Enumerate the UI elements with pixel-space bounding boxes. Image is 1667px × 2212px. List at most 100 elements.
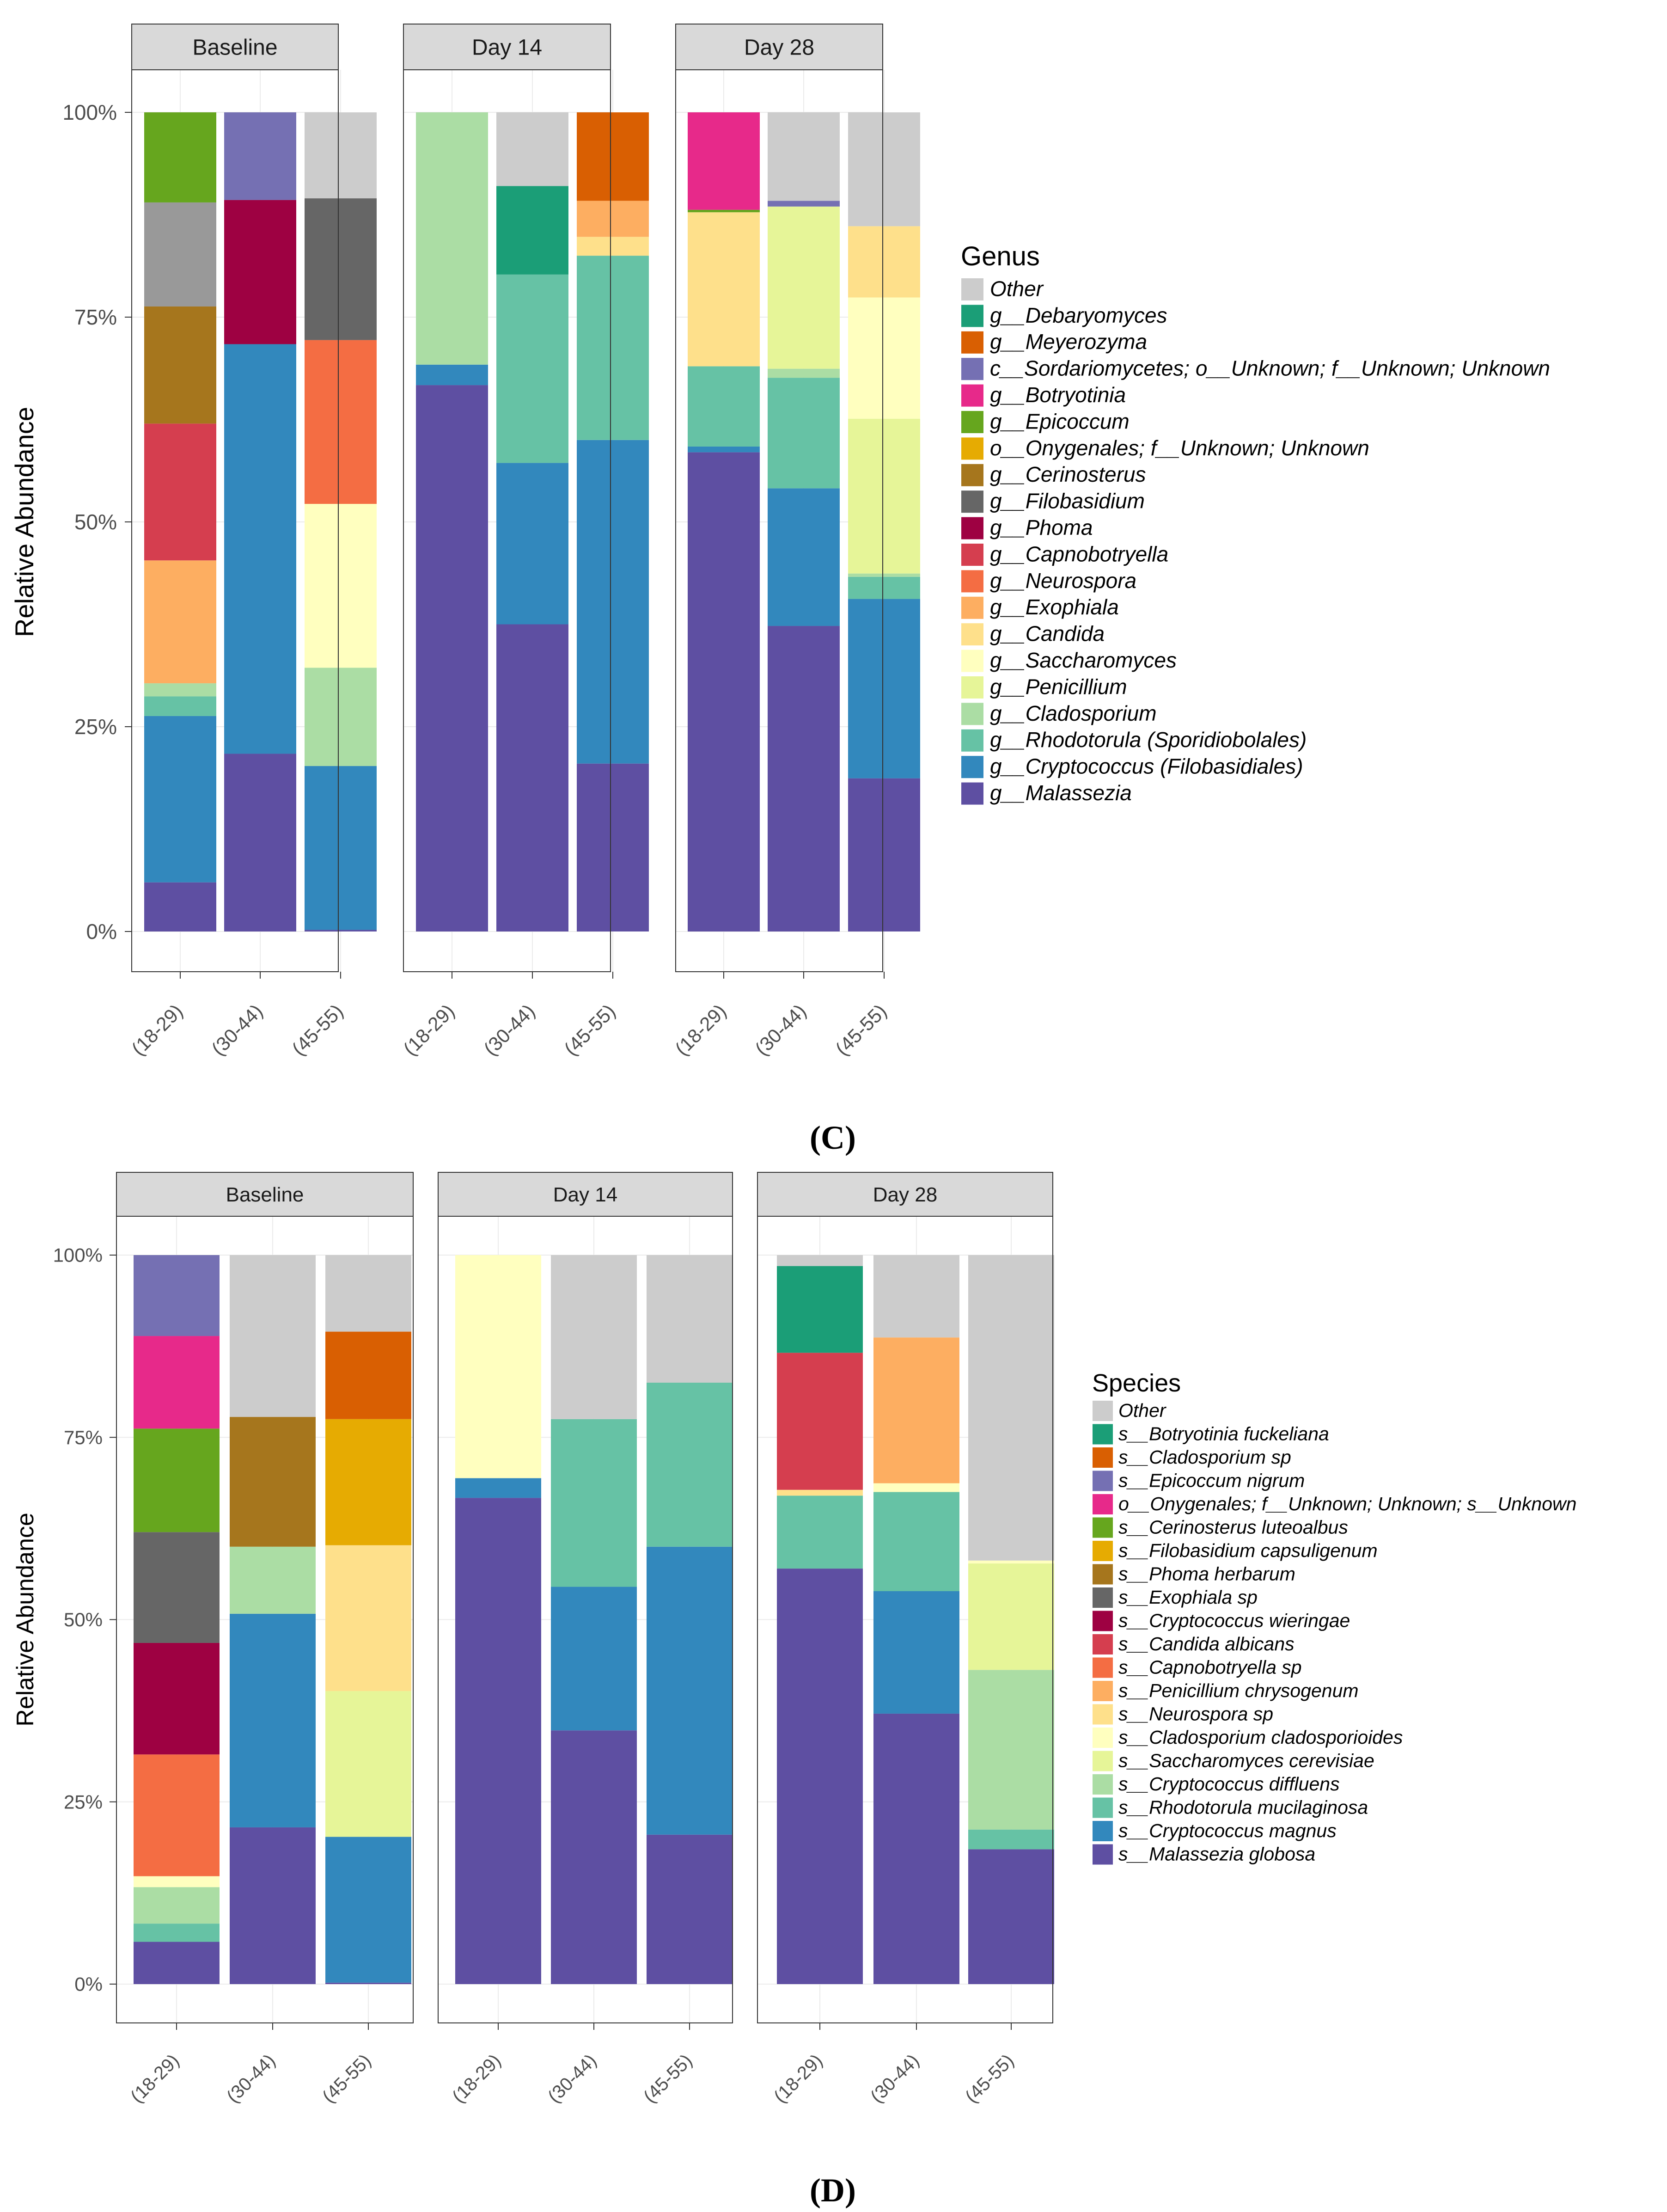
y-tick-label: 100% [53, 1244, 103, 1266]
y-tick-label: 50% [64, 1609, 103, 1630]
bar-segment-day-28-0-g-epicoccum [688, 209, 760, 213]
bar-segment-day-28-2-s-saccharomyces-cerevisiae [968, 1563, 1054, 1670]
bar-segment-day-14-1-g-debaryomyces [496, 186, 568, 275]
legend-label-s-cryptococcus-wieringae: s__Cryptococcus wieringae [1118, 1610, 1350, 1631]
legend-label-s-malassezia-globosa: s__Malassezia globosa [1118, 1844, 1315, 1865]
bar-segment-day-14-2-g-cryptococcus-filobasidiales [577, 440, 649, 764]
bar-segment-day-28-0-s-candida-albicans [777, 1353, 863, 1490]
bar-segment-day-14-2-g-candida [577, 237, 649, 256]
facet-label-baseline: Baseline [192, 35, 277, 60]
y-tick-label: 75% [64, 1427, 103, 1448]
bar-segment-baseline-0-s-cladosporium-cladosporioides [134, 1876, 220, 1887]
panel-border [131, 69, 339, 972]
bar-segment-baseline-1-c-sordariomycetes [224, 112, 296, 200]
legend-swatch-g-candida [961, 623, 983, 646]
legend-swatch-o-onygenales-f-unknown-unknown [961, 437, 983, 460]
x-tick-label: (18-29) [770, 2050, 826, 2107]
bar-segment-day-28-1-other [873, 1255, 959, 1338]
x-tick-label: (45-55) [287, 1000, 347, 1060]
legend-label-g-filobasidium: g__Filobasidium [990, 489, 1145, 513]
bar-segment-day-28-1-s-cryptococcus-magnus [873, 1591, 959, 1714]
bar-segment-baseline-2-s-filobasidium-capsuligenum [325, 1419, 411, 1545]
bar-segment-baseline-0-g-onygenales [144, 202, 216, 306]
bar-segment-day-28-1-g-malassezia [768, 626, 840, 931]
bar-segment-baseline-0-s-rhodotorula-mucilaginosa [134, 1924, 220, 1942]
bar-segment-baseline-1-g-malassezia [224, 754, 296, 931]
legend-label-g-capnobotryella: g__Capnobotryella [990, 542, 1168, 566]
facet-label-day-14: Day 14 [472, 35, 542, 60]
bar-segment-day-14-1-s-rhodotorula-mucilaginosa [551, 1419, 637, 1587]
panel-border [675, 69, 883, 972]
bar-segment-day-28-2-s-cladosporium-cladosporioides [968, 1560, 1054, 1564]
legend-label-s-candida-albicans: s__Candida albicans [1118, 1633, 1295, 1654]
legend-label-other: Other [990, 276, 1044, 300]
x-tick-label: (45-55) [560, 1000, 619, 1060]
panel-border [757, 1216, 1053, 2023]
bar-segment-day-28-0-g-cryptococcus-filobasidiales [688, 446, 760, 453]
y-tick-label: 0% [86, 919, 117, 944]
legend-label-o-onygenales-f-unknown-unknown: o__Onygenales; f__Unknown; Unknown [990, 436, 1369, 460]
bar-segment-baseline-2-other [305, 112, 377, 199]
legend-label-g-candida: g__Candida [990, 622, 1105, 646]
legend-label-g-exophiala: g__Exophiala [990, 595, 1119, 619]
x-tick-label: (30-44) [223, 2050, 279, 2107]
bar-segment-baseline-0-s-malassezia-globosa [134, 1942, 220, 1984]
bar-segment-day-14-2-g-rhodotorula-sporidiobolales [577, 256, 649, 440]
legend-swatch-s-cryptococcus-wieringae [1093, 1611, 1113, 1631]
x-tick-label: (30-44) [207, 1000, 267, 1060]
bar-segment-baseline-1-g-phoma [224, 200, 296, 344]
bar-segment-baseline-2-g-neurospora [305, 340, 377, 504]
legend-swatch-s-filobasidium-capsuligenum [1093, 1541, 1113, 1561]
bar-segment-day-28-2-s-rhodotorula-mucilaginosa [968, 1829, 1054, 1850]
legend-swatch-s-botryotinia-fuckeliana [1093, 1424, 1113, 1445]
bar-segment-day-28-1-s-rhodotorula-mucilaginosa [873, 1492, 959, 1591]
legend-label-s-exophiala-sp: s__Exophiala sp [1118, 1587, 1258, 1608]
x-tick-label: (18-29) [448, 2050, 505, 2107]
bar-segment-day-28-1-s-penicillium-chrysogenum [873, 1337, 959, 1483]
y-tick-label: 100% [62, 100, 117, 124]
legend-swatch-s-exophiala-sp [1093, 1587, 1113, 1608]
bar-segment-day-28-1-g-cryptococcus-filobasidiales [768, 488, 840, 626]
bar-segment-baseline-1-s-phoma-herbarum [230, 1417, 316, 1547]
legend-label-g-saccharomyces: g__Saccharomyces [990, 648, 1177, 672]
legend-label-g-botryotinia: g__Botryotinia [990, 383, 1126, 407]
x-tick-label: (45-55) [640, 2050, 696, 2107]
bar-segment-baseline-2-s-neurospora-sp [325, 1545, 411, 1691]
legend-swatch-o-onygenales-f-unknown-unknown-s-unknown [1093, 1494, 1113, 1514]
x-tick-label: (18-29) [399, 1000, 458, 1060]
legend-swatch-g-epicoccum [961, 411, 983, 433]
legend-swatch-s-rhodotorula-mucilaginosa [1093, 1797, 1113, 1818]
legend-label-g-debaryomyces: g__Debaryomyces [990, 303, 1167, 327]
legend-swatch-s-neurospora-sp [1093, 1704, 1113, 1725]
bar-segment-baseline-0-g-cerinosterus [144, 306, 216, 424]
bar-segment-day-14-1-g-malassezia [496, 624, 568, 931]
bar-segment-baseline-0-s-cerinosterus-luteoalbus [134, 1428, 220, 1532]
bar-segment-day-28-1-c-sordariomycetes [768, 201, 840, 207]
bar-segment-day-28-2-s-cryptococcus-diffluens [968, 1670, 1054, 1830]
legend-label-c-sordariomycetes-o-unknown-f-unknown-unknown: c__Sordariomycetes; o__Unknown; f__Unkno… [990, 356, 1550, 380]
bar-segment-baseline-2-s-cryptococcus-magnus [325, 1837, 411, 1983]
facet-strip [403, 24, 611, 70]
legend-swatch-g-malassezia [961, 782, 983, 805]
legend-label-s-neurospora-sp: s__Neurospora sp [1118, 1703, 1273, 1725]
bar-segment-day-28-0-other [777, 1255, 863, 1266]
legend-label-s-cladosporium-cladosporioides: s__Cladosporium cladosporioides [1118, 1727, 1403, 1748]
legend-swatch-s-cerinosterus-luteoalbus [1093, 1517, 1113, 1538]
x-tick-label: (30-44) [544, 2050, 600, 2107]
legend-label-g-malassezia: g__Malassezia [990, 781, 1132, 805]
facet-label-day-14: Day 14 [553, 1183, 617, 1206]
bar-segment-day-14-0-s-cryptococcus-magnus [455, 1478, 541, 1498]
bar-segment-day-14-0-g-cryptococcus-filobasidiales [416, 364, 488, 386]
legend-swatch-g-rhodotorula-sporidiobolales [961, 729, 983, 752]
y-axis-title: Relative Abundance [10, 407, 39, 637]
legend-label-g-epicoccum: g__Epicoccum [990, 409, 1130, 433]
bar-segment-day-28-1-s-cladosporium-cladosporioides [873, 1483, 959, 1492]
bar-segment-day-14-2-g-meyerozyma [577, 112, 649, 201]
legend-swatch-s-cryptococcus-diffluens [1093, 1774, 1113, 1795]
legend-label-s-saccharomyces-cerevisiae: s__Saccharomyces cerevisiae [1118, 1750, 1374, 1771]
chart-D: Baseline (18-29) (30-44) (45-55) Day 14 (18-2… [12, 1172, 1576, 2209]
legend-label-s-cladosporium-sp: s__Cladosporium sp [1118, 1446, 1291, 1468]
legend-swatch-other [1093, 1401, 1113, 1421]
legend-swatch-s-epicoccum-nigrum [1093, 1471, 1113, 1491]
